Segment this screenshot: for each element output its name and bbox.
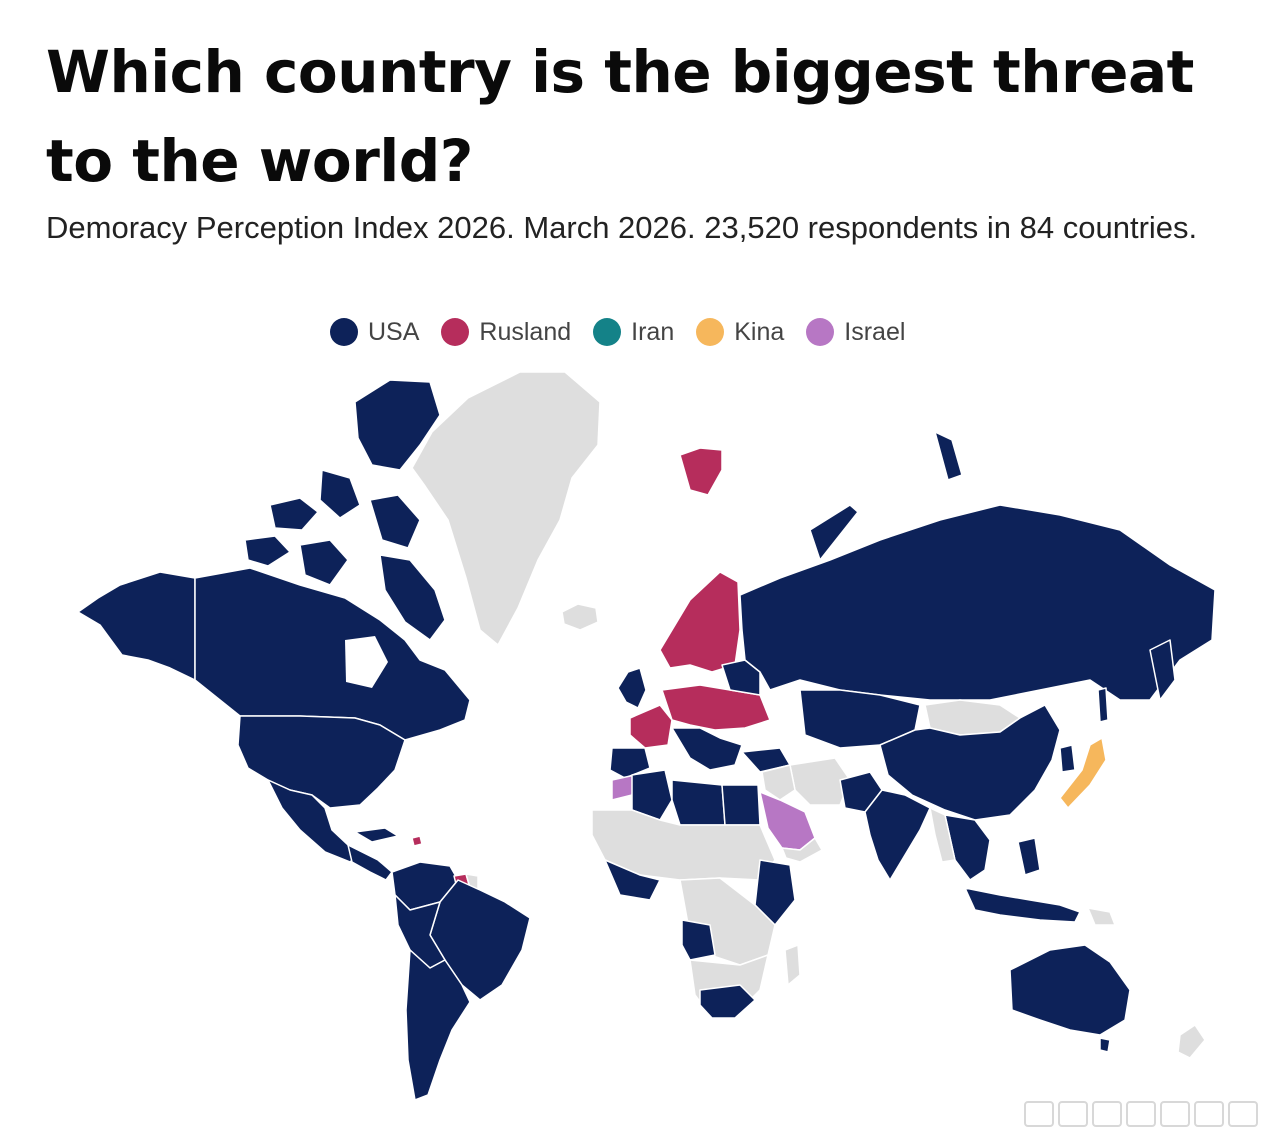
legend-swatch-iran [593, 318, 622, 346]
country-canada-arctic-2[interactable] [269, 497, 319, 531]
country-norway-sweden-finland[interactable] [659, 571, 741, 673]
legend-label-israel: Israel [844, 317, 906, 346]
country-canada-arctic-6[interactable] [299, 539, 349, 586]
country-iceland[interactable] [561, 603, 599, 631]
watermark-box-5 [1160, 1101, 1190, 1127]
country-canada-arctic-5[interactable] [244, 535, 291, 567]
country-sakhalin[interactable] [1097, 687, 1109, 723]
legend-swatch-rusland [441, 318, 470, 346]
country-central-europe[interactable] [661, 684, 771, 731]
legend-swatch-israel [806, 318, 835, 346]
country-cuba[interactable] [354, 827, 399, 843]
country-france[interactable] [629, 704, 673, 749]
country-argentina-chile[interactable] [405, 949, 471, 1101]
legend-label-usa: USA [368, 317, 420, 346]
country-korea[interactable] [1059, 744, 1076, 773]
country-drc-angola[interactable] [681, 919, 716, 961]
country-new-zealand[interactable] [1177, 1024, 1206, 1059]
country-china[interactable] [879, 704, 1061, 821]
world-map [77, 371, 1216, 1101]
country-philippines[interactable] [1017, 837, 1041, 876]
country-egypt[interactable] [721, 784, 761, 826]
country-spain-portugal[interactable] [609, 747, 651, 779]
country-iraq-syria[interactable] [761, 764, 796, 801]
country-tasmania[interactable] [1099, 1037, 1111, 1053]
country-yemen-oman[interactable] [781, 837, 823, 863]
country-russia[interactable] [739, 504, 1216, 701]
legend-label-rusland: Rusland [479, 317, 572, 346]
country-algeria[interactable] [631, 769, 673, 821]
country-greenland[interactable] [411, 371, 601, 646]
legend-swatch-usa [330, 318, 358, 346]
legend-item-israel[interactable]: Israel [806, 318, 905, 347]
legend-item-rusland[interactable]: Rusland [441, 318, 571, 347]
country-libya[interactable] [671, 779, 726, 826]
page-subtitle: Demoracy Perception Index 2026. March 20… [46, 210, 1198, 245]
country-south-africa[interactable] [699, 984, 756, 1019]
page-title: Which country is the biggest threat to t… [46, 38, 1194, 195]
country-east-africa[interactable] [754, 859, 796, 926]
watermark-box-3 [1092, 1101, 1122, 1127]
watermark-box-1 [1024, 1101, 1054, 1127]
country-canada-arctic-3[interactable] [319, 469, 361, 519]
legend-item-usa[interactable]: USA [330, 318, 419, 347]
country-japan[interactable] [1059, 737, 1107, 809]
legend-label-kina: Kina [734, 317, 785, 346]
watermark-box-7 [1228, 1101, 1258, 1127]
watermark-box-4 [1126, 1101, 1156, 1127]
country-myanmar[interactable] [929, 807, 956, 863]
legend-item-kina[interactable]: Kina [696, 318, 784, 347]
country-alaska[interactable] [77, 571, 196, 681]
watermark [1024, 1101, 1258, 1127]
country-canada-arctic-4[interactable] [369, 494, 421, 549]
country-kamchatka[interactable] [1149, 639, 1176, 701]
country-svalbard[interactable] [679, 447, 723, 496]
country-italy-balkans[interactable] [671, 727, 743, 771]
country-india[interactable] [864, 789, 931, 881]
legend-item-iran[interactable]: Iran [593, 318, 674, 347]
country-madagascar[interactable] [784, 944, 801, 986]
legend-swatch-kina [696, 318, 725, 346]
country-novaya-zemlya[interactable] [809, 504, 859, 561]
legend-label-iran: Iran [631, 317, 675, 346]
country-arctic-island-east[interactable] [934, 431, 963, 481]
country-united-states[interactable] [237, 715, 406, 809]
country-canada-arctic[interactable] [354, 379, 441, 471]
country-indonesia[interactable] [964, 887, 1081, 923]
country-australia[interactable] [1009, 944, 1131, 1036]
watermark-box-2 [1058, 1101, 1088, 1127]
watermark-box-6 [1194, 1101, 1224, 1127]
country-baltics-belarus[interactable] [721, 659, 761, 696]
country-west-africa[interactable] [604, 859, 661, 901]
country-papua-new-guinea[interactable] [1087, 907, 1116, 926]
country-uk-ireland[interactable] [617, 667, 647, 709]
country-central-america[interactable] [347, 844, 393, 881]
legend: USA Rusland Iran Kina Israel [330, 312, 905, 352]
country-caribbean-island[interactable] [411, 835, 423, 847]
country-baffin-island[interactable] [379, 554, 446, 641]
